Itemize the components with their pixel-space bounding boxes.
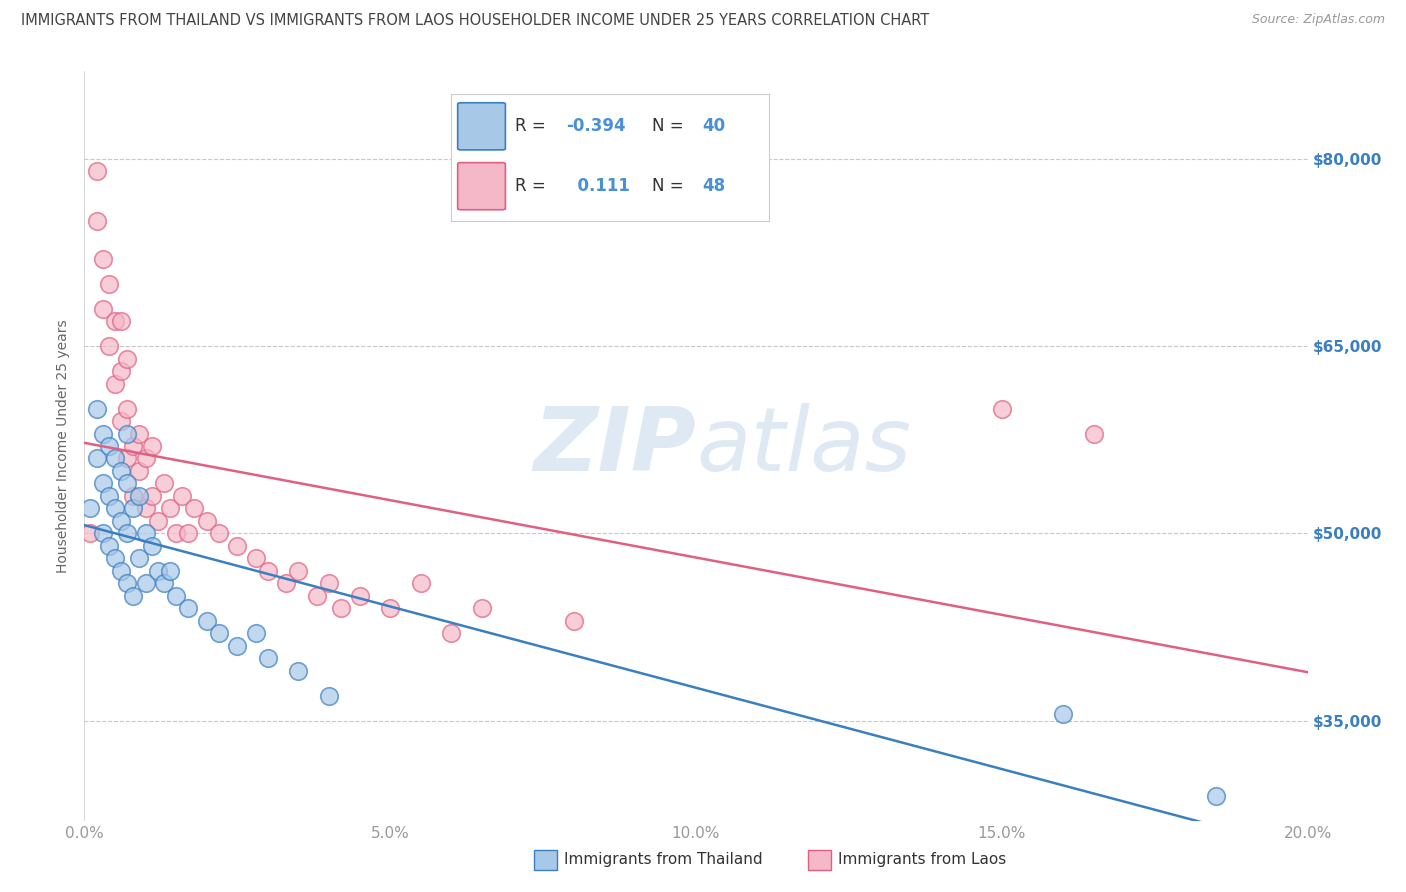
- Point: [128, 464, 150, 478]
- Text: atlas: atlas: [696, 403, 911, 489]
- Point: [195, 614, 218, 628]
- Point: [1052, 707, 1074, 722]
- Point: [153, 476, 176, 491]
- Text: Source: ZipAtlas.com: Source: ZipAtlas.com: [1251, 13, 1385, 27]
- Point: [122, 489, 145, 503]
- Point: [86, 401, 108, 416]
- Point: [86, 164, 108, 178]
- Point: [226, 639, 249, 653]
- Point: [135, 576, 157, 591]
- Point: [562, 614, 585, 628]
- Point: [128, 426, 150, 441]
- Point: [135, 451, 157, 466]
- Point: [104, 451, 127, 466]
- Y-axis label: Householder Income Under 25 years: Householder Income Under 25 years: [56, 319, 70, 573]
- Point: [110, 414, 132, 428]
- Point: [440, 626, 463, 640]
- Point: [349, 589, 371, 603]
- Point: [79, 501, 101, 516]
- Point: [115, 476, 138, 491]
- Point: [409, 576, 432, 591]
- Point: [141, 489, 163, 503]
- Point: [122, 439, 145, 453]
- Point: [245, 551, 267, 566]
- Point: [110, 514, 132, 528]
- Point: [276, 576, 298, 591]
- Point: [97, 339, 120, 353]
- Point: [165, 589, 187, 603]
- Point: [97, 489, 120, 503]
- Point: [110, 314, 132, 328]
- Point: [305, 589, 328, 603]
- Point: [104, 551, 127, 566]
- Point: [122, 501, 145, 516]
- Point: [146, 564, 169, 578]
- Text: ZIP: ZIP: [533, 402, 696, 490]
- Point: [97, 439, 120, 453]
- Point: [110, 564, 132, 578]
- Point: [208, 626, 231, 640]
- Point: [86, 451, 108, 466]
- Point: [330, 601, 353, 615]
- Point: [135, 526, 157, 541]
- Point: [208, 526, 231, 541]
- Point: [1205, 789, 1227, 803]
- Point: [146, 514, 169, 528]
- Point: [159, 564, 181, 578]
- Point: [318, 576, 340, 591]
- Point: [380, 601, 402, 615]
- Point: [287, 564, 309, 578]
- Point: [115, 526, 138, 541]
- Point: [115, 351, 138, 366]
- Point: [91, 301, 114, 316]
- Point: [287, 664, 309, 678]
- Point: [177, 526, 200, 541]
- Point: [97, 277, 120, 291]
- Point: [245, 626, 267, 640]
- Point: [318, 689, 340, 703]
- Text: IMMIGRANTS FROM THAILAND VS IMMIGRANTS FROM LAOS HOUSEHOLDER INCOME UNDER 25 YEA: IMMIGRANTS FROM THAILAND VS IMMIGRANTS F…: [21, 13, 929, 29]
- Point: [115, 451, 138, 466]
- Point: [91, 252, 114, 266]
- Point: [991, 401, 1014, 416]
- Text: Immigrants from Thailand: Immigrants from Thailand: [564, 853, 762, 867]
- Point: [91, 526, 114, 541]
- Point: [115, 401, 138, 416]
- Point: [104, 376, 127, 391]
- Point: [128, 551, 150, 566]
- Point: [115, 576, 138, 591]
- Point: [128, 489, 150, 503]
- Point: [165, 526, 187, 541]
- Point: [172, 489, 194, 503]
- Point: [97, 539, 120, 553]
- Point: [159, 501, 181, 516]
- Point: [257, 651, 280, 665]
- Point: [153, 576, 176, 591]
- Point: [104, 501, 127, 516]
- Point: [177, 601, 200, 615]
- Point: [226, 539, 249, 553]
- Point: [135, 501, 157, 516]
- Point: [257, 564, 280, 578]
- Point: [79, 526, 101, 541]
- Point: [104, 314, 127, 328]
- Point: [195, 514, 218, 528]
- Point: [122, 589, 145, 603]
- Point: [471, 601, 494, 615]
- Point: [110, 364, 132, 378]
- Point: [183, 501, 205, 516]
- Point: [1083, 426, 1105, 441]
- Point: [110, 464, 132, 478]
- Text: Immigrants from Laos: Immigrants from Laos: [838, 853, 1007, 867]
- Point: [141, 539, 163, 553]
- Point: [115, 426, 138, 441]
- Point: [141, 439, 163, 453]
- Point: [91, 476, 114, 491]
- Point: [91, 426, 114, 441]
- Point: [86, 214, 108, 228]
